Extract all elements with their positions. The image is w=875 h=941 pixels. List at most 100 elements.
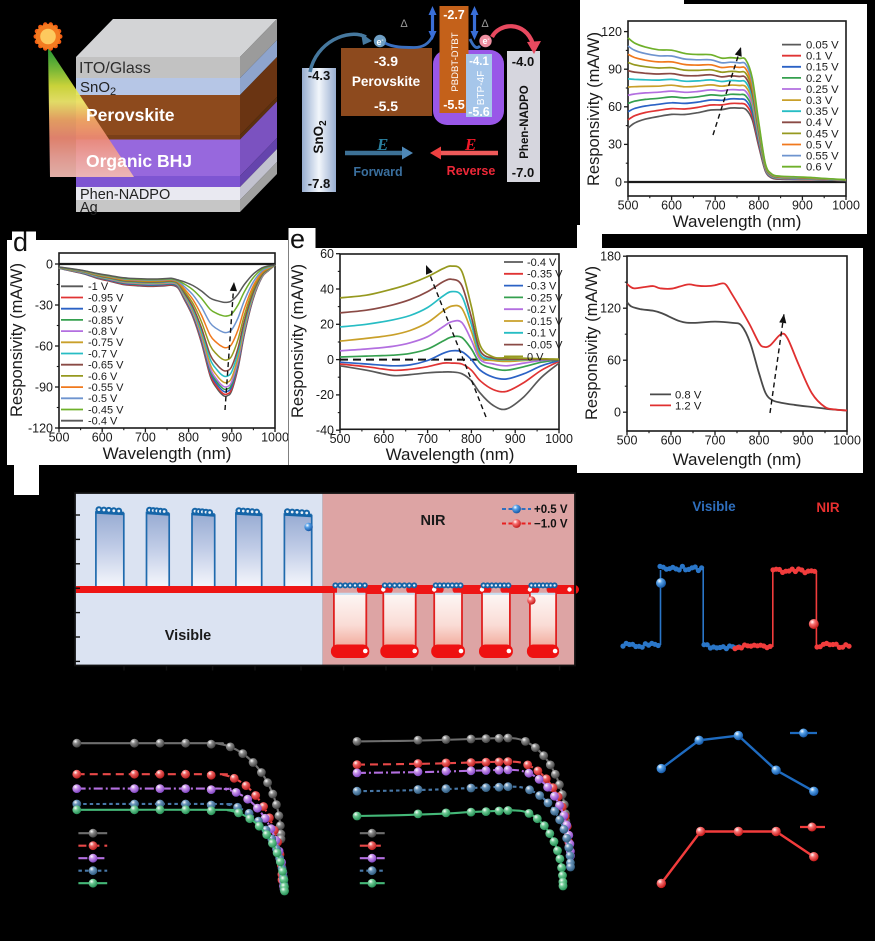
svg-text:1000: 1000: [832, 199, 860, 213]
svg-text:Organic BHJ: Organic BHJ: [86, 151, 192, 171]
svg-text:Reverse: Reverse: [447, 164, 496, 178]
svg-text:+0.5 V: +0.5 V: [534, 504, 568, 516]
svg-text:600: 600: [661, 434, 682, 448]
svg-text:-1 V: -1 V: [88, 281, 109, 293]
svg-text:Δ: Δ: [481, 18, 489, 30]
svg-text:700: 700: [705, 199, 726, 213]
svg-text:e: e: [290, 224, 305, 254]
svg-text:-5.6: -5.6: [468, 105, 490, 119]
svg-text:-40: -40: [316, 424, 334, 438]
svg-text:-90: -90: [35, 380, 53, 394]
svg-text:BTP-4F: BTP-4F: [476, 71, 487, 105]
svg-text:E: E: [376, 135, 388, 154]
svg-text:Wavelength (nm): Wavelength (nm): [386, 445, 515, 464]
svg-text:-0.65 V: -0.65 V: [88, 360, 124, 372]
svg-text:0: 0: [327, 353, 334, 367]
svg-text:Δ: Δ: [400, 18, 408, 30]
svg-text:e-: e-: [482, 36, 489, 46]
svg-text:-2.7: -2.7: [443, 8, 465, 22]
svg-text:-0.3 V: -0.3 V: [527, 281, 557, 293]
svg-text:0.3 V: 0.3 V: [806, 95, 833, 107]
svg-text:0.1 V: 0.1 V: [806, 51, 833, 63]
svg-text:-0.1 V: -0.1 V: [527, 328, 557, 340]
svg-text:0.35 V: 0.35 V: [806, 106, 839, 118]
svg-text:ITO/Glass: ITO/Glass: [79, 60, 151, 77]
svg-text:0.6 V: 0.6 V: [806, 162, 833, 174]
svg-text:-4.0: -4.0: [512, 54, 534, 69]
svg-text:-4.1: -4.1: [469, 56, 489, 68]
svg-text:SnO2: SnO2: [311, 120, 329, 154]
svg-text:800: 800: [748, 199, 769, 213]
svg-text:Visible: Visible: [165, 628, 211, 644]
svg-text:Responsivity (mA/W): Responsivity (mA/W): [585, 32, 603, 186]
svg-text:0: 0: [46, 257, 53, 271]
svg-text:-0.35 V: -0.35 V: [527, 269, 563, 281]
svg-text:700: 700: [135, 431, 156, 445]
svg-text:-7.0: -7.0: [512, 165, 534, 180]
svg-text:800: 800: [461, 432, 482, 446]
svg-text:1000: 1000: [833, 434, 861, 448]
svg-text:Visible: Visible: [692, 499, 736, 514]
svg-text:0.2 V: 0.2 V: [806, 73, 833, 85]
svg-text:900: 900: [221, 431, 242, 445]
svg-text:600: 600: [92, 431, 113, 445]
svg-text:700: 700: [417, 432, 438, 446]
svg-text:0.55 V: 0.55 V: [806, 151, 839, 163]
svg-text:Phen-NADPO: Phen-NADPO: [80, 187, 170, 203]
svg-text:0.5 V: 0.5 V: [806, 139, 833, 151]
svg-text:-0.25 V: -0.25 V: [527, 292, 563, 304]
svg-text:500: 500: [617, 434, 638, 448]
svg-text:-5.5: -5.5: [443, 98, 465, 112]
svg-text:0.25 V: 0.25 V: [806, 84, 839, 96]
svg-text:-0.6 V: -0.6 V: [88, 371, 118, 383]
svg-text:Perovskite: Perovskite: [352, 74, 421, 89]
svg-text:120: 120: [601, 25, 622, 39]
svg-text:-0.9 V: -0.9 V: [88, 304, 118, 316]
svg-text:-20: -20: [316, 388, 334, 402]
svg-text:30: 30: [608, 138, 622, 152]
svg-text:Phen-NADPO: Phen-NADPO: [519, 85, 531, 159]
svg-text:-120: -120: [28, 421, 53, 435]
svg-text:Perovskite: Perovskite: [86, 105, 175, 125]
svg-text:-0.45 V: -0.45 V: [88, 404, 124, 416]
svg-text:Wavelength (nm): Wavelength (nm): [673, 450, 802, 469]
svg-text:60: 60: [608, 100, 622, 114]
svg-text:SnO2: SnO2: [80, 79, 116, 98]
svg-text:-3.9: -3.9: [374, 53, 398, 69]
svg-text:40: 40: [320, 282, 334, 296]
svg-text:-0.55 V: -0.55 V: [88, 382, 124, 394]
svg-text:0.15 V: 0.15 V: [806, 62, 839, 74]
svg-text:PBDBT-DTBT: PBDBT-DTBT: [450, 32, 461, 91]
svg-text:Ag: Ag: [80, 200, 98, 216]
svg-text:-0.8 V: -0.8 V: [88, 326, 118, 338]
svg-text:Wavelength (nm): Wavelength (nm): [103, 444, 232, 463]
svg-text:0.05 V: 0.05 V: [806, 40, 839, 52]
svg-text:800: 800: [178, 431, 199, 445]
svg-text:0: 0: [615, 175, 622, 189]
svg-text:600: 600: [373, 432, 394, 446]
svg-text:120: 120: [600, 302, 621, 316]
svg-text:-0.15 V: -0.15 V: [527, 316, 563, 328]
svg-text:180: 180: [600, 250, 621, 264]
svg-text:-0.95 V: -0.95 V: [88, 292, 124, 304]
svg-text:900: 900: [793, 434, 814, 448]
svg-text:NIR: NIR: [816, 500, 840, 515]
svg-text:-7.8: -7.8: [308, 176, 330, 191]
svg-text:1.2 V: 1.2 V: [675, 400, 702, 412]
svg-text:800: 800: [749, 434, 770, 448]
svg-text:500: 500: [330, 432, 351, 446]
svg-text:1000: 1000: [545, 432, 573, 446]
svg-text:-0.4 V: -0.4 V: [88, 416, 118, 428]
svg-text:60: 60: [607, 354, 621, 368]
svg-text:1000: 1000: [261, 431, 289, 445]
svg-text:Responsivity (mA/W): Responsivity (mA/W): [583, 266, 601, 420]
svg-text:20: 20: [320, 318, 334, 332]
svg-text:600: 600: [661, 199, 682, 213]
svg-text:0.8 V: 0.8 V: [675, 389, 702, 401]
svg-text:Responsivity (mA/W): Responsivity (mA/W): [289, 264, 307, 418]
svg-text:900: 900: [505, 432, 526, 446]
svg-text:d: d: [13, 227, 28, 257]
svg-text:-4.3: -4.3: [308, 68, 330, 83]
svg-text:500: 500: [49, 431, 70, 445]
svg-text:-30: -30: [35, 298, 53, 312]
